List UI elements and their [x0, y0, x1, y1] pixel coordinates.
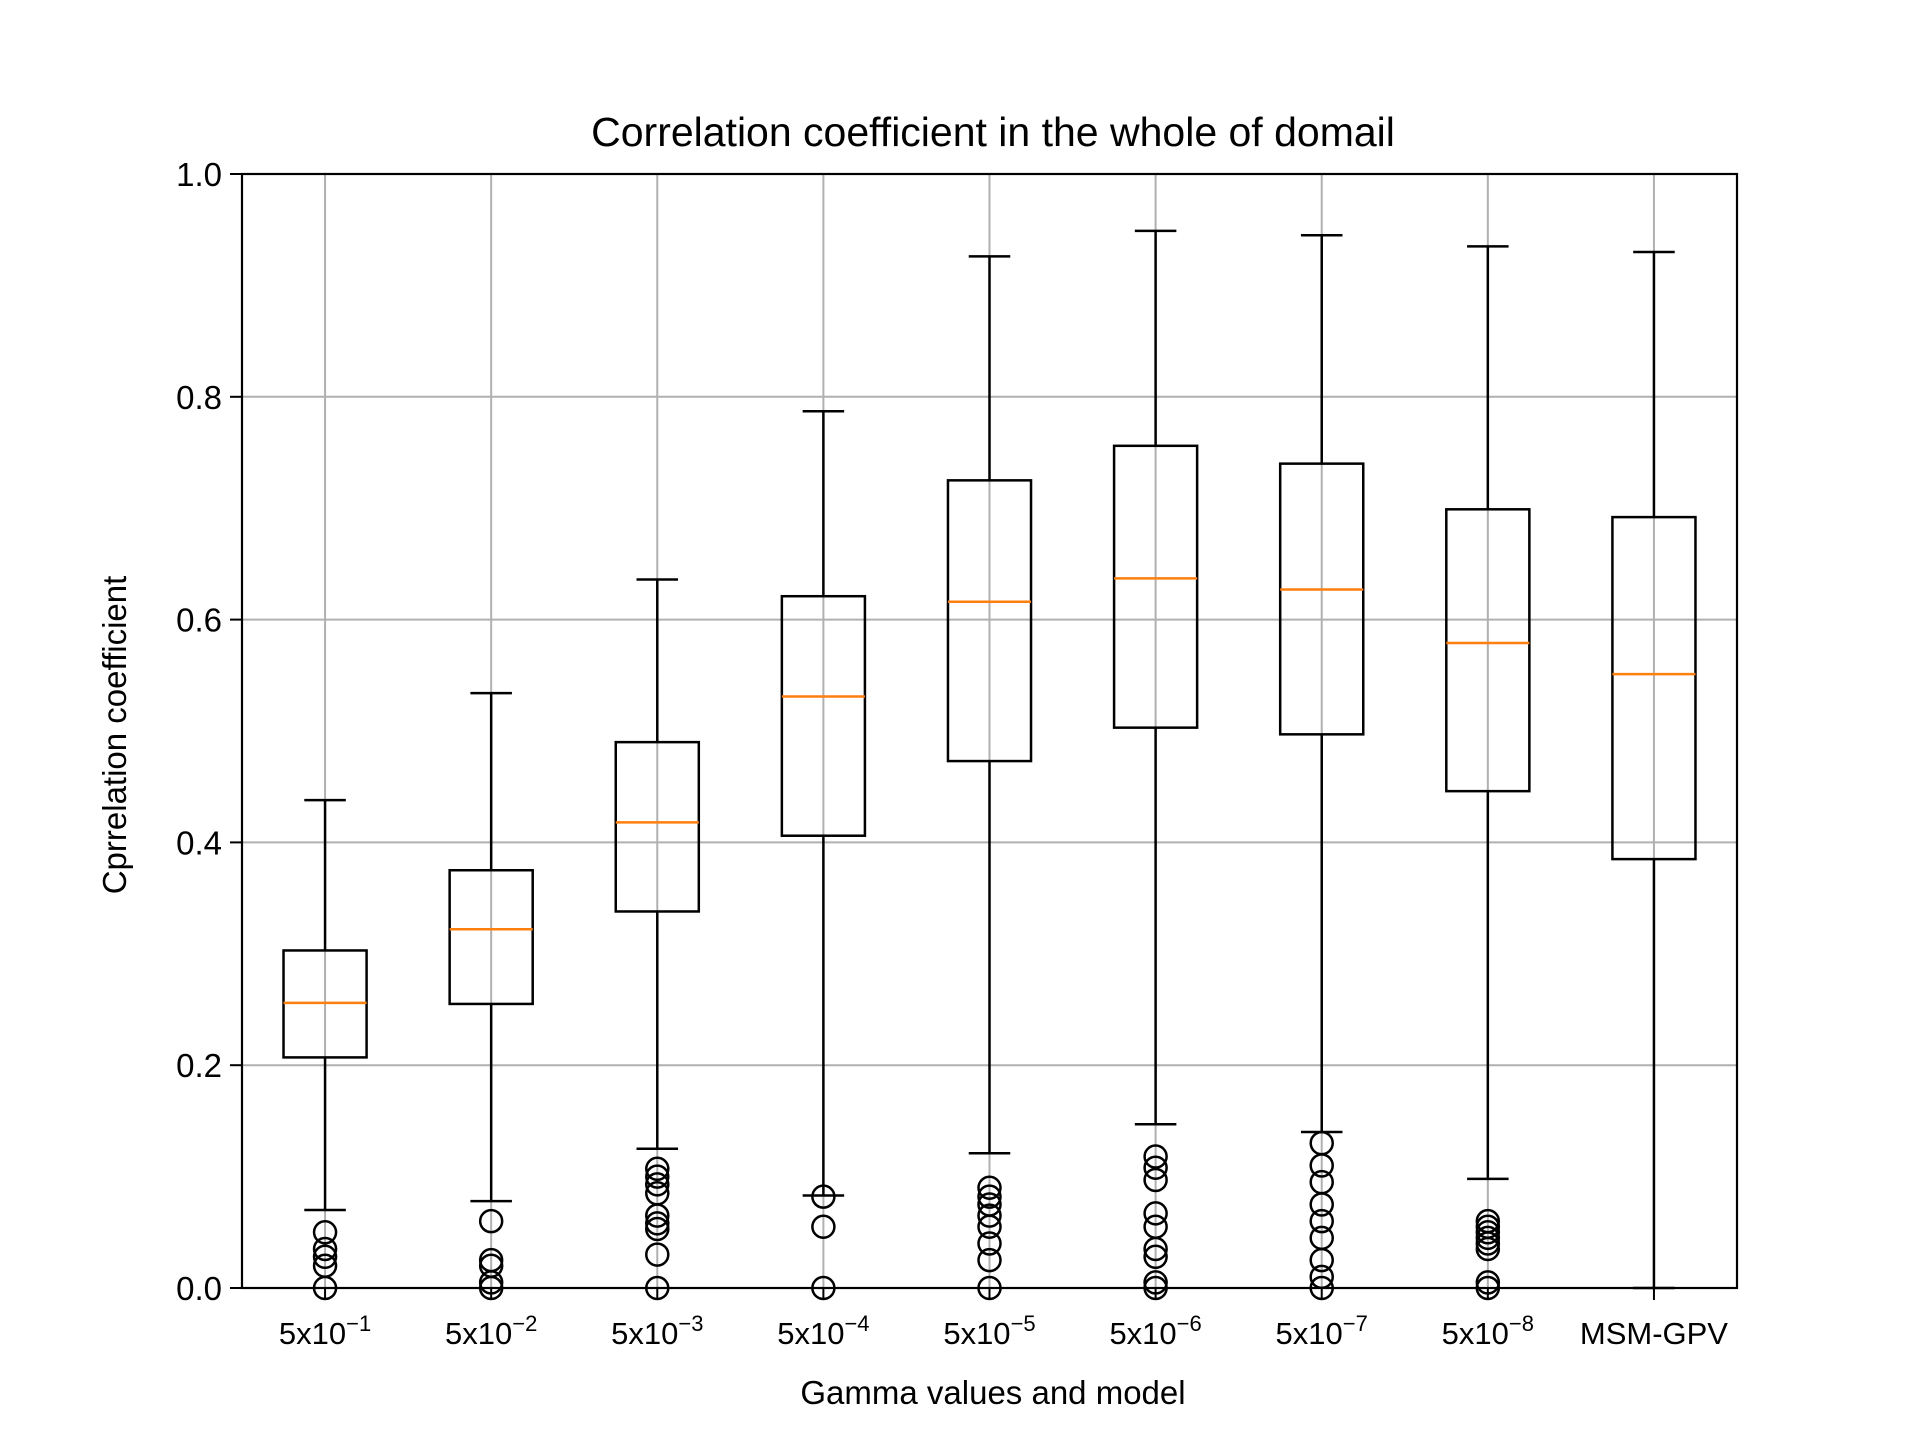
outlier-point [977, 1184, 1002, 1209]
x-tick-label-base: 5x10 [1276, 1316, 1343, 1351]
outlier-point [645, 1164, 670, 1189]
x-tick-label-base: MSM-GPV [1580, 1316, 1728, 1351]
box-iqr [448, 869, 534, 1006]
x-axis-label: Gamma values and model [800, 1374, 1185, 1411]
outlier-point [977, 1203, 1002, 1228]
x-tick-label-base: 5x10 [445, 1316, 512, 1351]
x-tick-label-exponent: −5 [1011, 1311, 1036, 1336]
outlier-point [1143, 1167, 1168, 1193]
outlier-point [645, 1203, 670, 1228]
outlier-point [811, 1184, 836, 1209]
x-tick-label-base: 5x10 [1109, 1316, 1176, 1351]
y-axis-ticks: 0.0 0.2 0.4 0.6 0.8 1.0 [176, 156, 242, 1307]
y-tick-label: 0.2 [176, 1047, 222, 1084]
outlier-point [1309, 1153, 1334, 1178]
y-tick-label: 0.8 [176, 379, 222, 416]
box-iqr [946, 479, 1033, 763]
outlier-point [977, 1231, 1002, 1256]
box-iqr [1278, 462, 1365, 736]
outlier-point [312, 1220, 338, 1245]
x-tick-label: 5x10−6 [1109, 1311, 1201, 1351]
outlier-point [478, 1208, 504, 1234]
outlier-point [1143, 1244, 1168, 1270]
outlier-point [645, 1216, 670, 1242]
outlier-point [977, 1214, 1002, 1239]
outlier-point [1309, 1192, 1334, 1217]
y-axis-label: Cprrelation coefficient [96, 576, 133, 895]
box-iqr [614, 740, 701, 913]
outlier-point [811, 1214, 836, 1239]
outlier-point [1475, 1220, 1501, 1245]
x-tick-label-base: 5x10 [611, 1316, 678, 1351]
x-tick-label: MSM-GPV [1580, 1316, 1728, 1351]
box-plot-9 [1611, 250, 1697, 1290]
y-tick-label: 0.4 [176, 824, 222, 861]
x-tick-label: 5x10−3 [611, 1311, 703, 1351]
outlier-point [1475, 1225, 1501, 1251]
box-plot-4 [780, 410, 867, 1301]
box-iqr [1445, 508, 1531, 793]
x-tick-label-exponent: −1 [346, 1311, 371, 1336]
outlier-point [645, 1211, 670, 1236]
x-tick-label-exponent: −7 [1343, 1311, 1368, 1336]
box-plot-1 [282, 798, 368, 1301]
outlier-point [1143, 1201, 1168, 1226]
x-axis-ticks: 5x10−1 5x10−2 5x10−3 5x10−4 5x10−5 5x10−6 5x10… [279, 1288, 1728, 1351]
outlier-point [977, 1175, 1002, 1200]
x-tick-label-exponent: −6 [1177, 1311, 1202, 1336]
box-plot-6 [1112, 229, 1199, 1301]
y-tick-label: 1.0 [176, 156, 222, 193]
outlier-point [1143, 1144, 1168, 1169]
x-tick-label: 5x10−1 [279, 1311, 371, 1351]
x-tick-label: 5x10−7 [1276, 1311, 1368, 1351]
x-tick-label: 5x10−5 [943, 1311, 1035, 1351]
box-iqr [1611, 515, 1697, 861]
box-plot-3 [614, 578, 701, 1301]
y-tick-label: 0.6 [176, 602, 222, 639]
x-tick-label-exponent: −2 [512, 1311, 537, 1336]
outlier-point [1143, 1155, 1168, 1180]
outlier-point [1143, 1236, 1168, 1262]
y-tick-label: 0.0 [176, 1270, 222, 1307]
x-tick-label-exponent: −4 [844, 1311, 869, 1336]
x-tick-label-base: 5x10 [1442, 1316, 1509, 1351]
outlier-point [645, 1156, 670, 1182]
x-tick-label-base: 5x10 [279, 1316, 346, 1351]
x-tick-label: 5x10−2 [445, 1311, 537, 1351]
x-tick-label: 5x10−8 [1442, 1311, 1534, 1351]
outlier-point [1309, 1247, 1334, 1273]
box-plot-5 [946, 255, 1033, 1301]
box-plot-8 [1445, 245, 1531, 1301]
x-tick-label-base: 5x10 [943, 1316, 1010, 1351]
outlier-point [312, 1244, 338, 1270]
box-iqr [780, 594, 867, 837]
x-tick-label-exponent: −3 [678, 1311, 703, 1336]
x-tick-label: 5x10−4 [777, 1311, 869, 1351]
outlier-point [977, 1247, 1002, 1273]
outlier-point [1475, 1236, 1501, 1262]
outlier-point [1475, 1231, 1501, 1256]
outlier-point [645, 1172, 670, 1197]
outlier-point [312, 1236, 338, 1262]
x-tick-label-base: 5x10 [777, 1316, 844, 1351]
box-iqr [1112, 444, 1199, 729]
outlier-point [1309, 1208, 1334, 1234]
x-tick-label-exponent: −8 [1509, 1311, 1534, 1336]
chart-title: Correlation coefficient in the whole of … [591, 109, 1395, 155]
outlier-point [645, 1242, 670, 1267]
